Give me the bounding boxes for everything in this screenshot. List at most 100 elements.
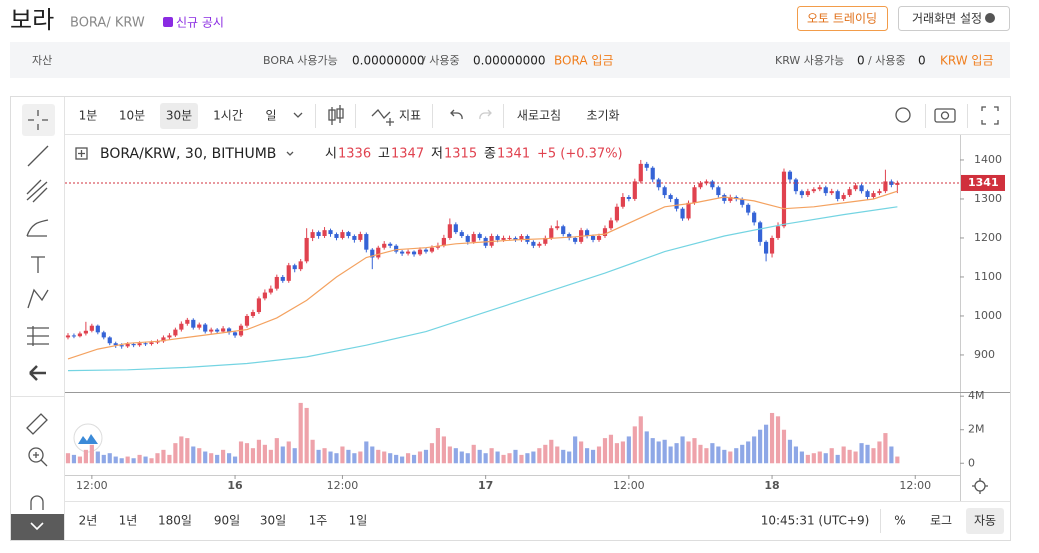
screenshot-button[interactable]	[934, 108, 956, 123]
volume-bar	[614, 443, 620, 464]
ohlc-label: 고	[378, 147, 390, 162]
back-arrow[interactable]	[29, 365, 46, 381]
interval[interactable]: 10분	[119, 109, 145, 123]
interval[interactable]: 일	[265, 109, 276, 123]
range-button[interactable]: 180일	[158, 514, 192, 528]
settings-button[interactable]	[898, 6, 1010, 31]
candle-body	[352, 236, 357, 240]
bora-deposit[interactable]: BORA 입금	[554, 54, 613, 68]
reset-button[interactable]: 초기화	[586, 109, 619, 123]
volume-bar	[310, 439, 315, 464]
legend-toggle[interactable]	[75, 147, 88, 160]
fib-tool[interactable]	[26, 179, 48, 203]
redo-button[interactable]	[479, 109, 492, 120]
auto-trading-button[interactable]	[797, 6, 888, 31]
fullscreen-button[interactable]	[981, 106, 999, 125]
candle-body	[728, 197, 733, 201]
volume-bar	[131, 458, 136, 464]
x-tick-label: 12:00	[613, 479, 645, 492]
zoom-plus	[33, 452, 48, 467]
interval[interactable]: 1시간	[213, 109, 243, 123]
log-button[interactable]: 로그	[930, 514, 952, 528]
ruler-tool[interactable]	[26, 413, 48, 435]
candle-body	[626, 197, 631, 199]
range-button[interactable]: 1주	[309, 514, 328, 528]
undo-button[interactable]	[450, 109, 463, 120]
volume-bar	[382, 451, 387, 464]
candle-body	[137, 343, 142, 346]
volume-bar	[769, 412, 775, 464]
volume-bar	[340, 446, 345, 464]
axis-settings-teeth	[972, 478, 988, 494]
range-button[interactable]: 2년	[79, 514, 98, 528]
percent-button[interactable]: %	[894, 514, 905, 528]
range-button[interactable]: 1일	[349, 514, 368, 528]
volume-bar	[286, 441, 291, 464]
axis-settings[interactable]	[974, 480, 986, 492]
volume-bar	[805, 454, 810, 464]
volume-bar	[752, 436, 757, 464]
candle-body	[787, 171, 793, 180]
candle-body	[859, 185, 864, 192]
volume-bar	[543, 444, 548, 464]
text-tool[interactable]	[31, 256, 45, 273]
candle-body	[185, 319, 190, 324]
logo-mark	[78, 434, 98, 444]
volume-bar	[680, 436, 685, 464]
candle-body	[602, 228, 608, 237]
krw-deposit[interactable]: KRW 입금	[940, 54, 993, 68]
moving-average	[67, 206, 898, 372]
candle-body	[662, 187, 667, 196]
interval[interactable]: 1분	[79, 109, 98, 123]
magnet-tool[interactable]	[30, 495, 44, 510]
moving-average	[67, 190, 898, 360]
candle-body	[763, 241, 769, 254]
volume-bar	[453, 448, 458, 464]
volume-bar	[483, 453, 488, 464]
indicator-button[interactable]: 지표	[399, 109, 421, 123]
range-button[interactable]: 30일	[260, 514, 286, 528]
auto-button[interactable]: 자동	[974, 514, 996, 528]
candle-body	[256, 298, 262, 313]
zoom-tool[interactable]	[28, 447, 44, 463]
pattern-tool[interactable]	[27, 288, 49, 309]
symbol-dropdown[interactable]	[286, 151, 294, 156]
trendline-tool[interactable]	[27, 145, 49, 167]
candle-body	[71, 335, 77, 337]
candle-body	[740, 198, 745, 205]
x-tick-label: 12:00	[76, 479, 108, 492]
volume-bar	[280, 446, 285, 464]
candle-body	[799, 191, 804, 196]
bora-available: 0.00000000	[352, 54, 425, 68]
volume-bar	[561, 449, 566, 464]
range-button[interactable]: 90일	[214, 514, 240, 528]
chart-type-button[interactable]	[328, 105, 344, 125]
candle-body	[632, 181, 637, 199]
interval-dropdown[interactable]	[293, 112, 303, 118]
volume-bar	[895, 456, 900, 464]
refresh-button[interactable]: 새로고침	[517, 109, 561, 123]
interval-selected-bg	[160, 103, 198, 129]
collapse-button[interactable]	[11, 514, 64, 540]
candle-body	[453, 224, 458, 233]
ohlc-label: 저	[431, 147, 443, 162]
candle-body	[513, 237, 518, 240]
volume-bar	[328, 451, 333, 464]
krw-in-use: 0	[918, 54, 926, 68]
candle-body	[417, 249, 423, 255]
candle-body	[232, 332, 238, 336]
volume-bar	[274, 438, 279, 464]
notice-badge[interactable]: 신규 공시	[176, 16, 224, 30]
y-tick-label: 900	[974, 348, 995, 361]
measure-tool[interactable]	[27, 326, 49, 346]
brush-tool[interactable]	[26, 219, 49, 237]
bora-available-label: BORA 사용가능	[263, 54, 338, 67]
y-tick-label: 1200	[974, 231, 1002, 244]
volume-bar	[579, 441, 584, 464]
interval[interactable]: 30분	[166, 109, 192, 123]
volume-bar	[262, 444, 267, 464]
range-button[interactable]: 1년	[119, 514, 138, 528]
crosshair-tool[interactable]	[28, 110, 48, 130]
volume-bar	[149, 458, 154, 464]
chart-settings-button[interactable]	[895, 107, 911, 123]
